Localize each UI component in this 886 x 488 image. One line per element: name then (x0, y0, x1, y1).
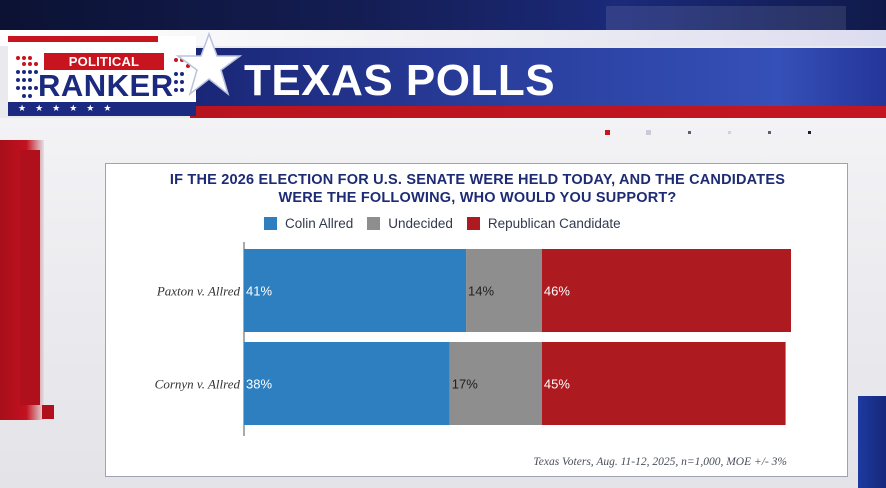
star-icon (176, 32, 242, 97)
bar-segment-undecided (466, 249, 542, 332)
title-banner-red-stripe (190, 106, 886, 118)
data-label-republican: 45% (544, 377, 570, 392)
title-banner (190, 48, 780, 108)
background-strip (0, 30, 886, 46)
data-label-allred: 41% (246, 284, 272, 299)
legend-swatch-republican (466, 216, 480, 230)
legend-label-republican: Republican Candidate (487, 215, 621, 231)
chart-title-line-1: IF THE 2026 ELECTION FOR U.S. SENATE WER… (169, 172, 786, 188)
background-red-accent (42, 405, 54, 419)
title-banner-end (780, 48, 886, 108)
logo-dots-left-icon (16, 56, 38, 98)
background-blue-panel (858, 396, 886, 488)
data-label-allred: 38% (246, 377, 272, 392)
legend-swatch-allred (264, 216, 277, 230)
bar-segment-republican (541, 342, 786, 425)
page-title: TEXAS POLLS (244, 56, 556, 105)
data-label-republican: 46% (544, 284, 570, 299)
background-red-panel-inner (20, 150, 40, 405)
category-label: Cornyn v. Allred (155, 377, 241, 392)
category-label: Paxton v. Allred (156, 284, 241, 299)
stacked-bar-chart: Paxton v. Allred 41% 14% 46% Cornyn v. Allre… (155, 242, 791, 436)
logo-stars-icon: ★★★★★★ (18, 103, 121, 113)
logo-ranker-text: RANKER (38, 68, 174, 103)
data-label-undecided: 17% (452, 377, 478, 392)
legend-item-republican: Republican Candidate (466, 215, 621, 231)
logo-dots-right-icon (174, 58, 190, 92)
decorative-dots-icon (605, 130, 811, 135)
logo-base-bar (8, 102, 196, 116)
source-note: Texas Voters, Aug. 11-12, 2025, n=1,000,… (533, 456, 787, 468)
bar-segment-undecided (449, 342, 542, 425)
legend-label-allred: Colin Allred (285, 215, 354, 231)
legend-item-allred: Colin Allred (264, 216, 353, 231)
legend-label-undecided: Undecided (388, 215, 453, 231)
legend-item-undecided: Undecided (367, 216, 453, 231)
chart-title: IF THE 2026 ELECTION FOR U.S. SENATE WER… (106, 171, 849, 207)
poll-chart-card: IF THE 2026 ELECTION FOR U.S. SENATE WER… (105, 163, 848, 477)
political-power-ranker-logo: POLITICAL POWER RANKER ★★★★★★ (8, 36, 196, 116)
logo-red-stripe (8, 36, 158, 42)
chart-title-line-2: WERE THE FOLLOWING, WHO WOULD YOU SUPPOR… (278, 190, 677, 206)
data-label-undecided: 14% (468, 284, 494, 299)
logo-political-power-text: POLITICAL POWER (44, 53, 164, 86)
bar-segment-republican (541, 249, 791, 332)
chart-legend: Colin Allred Undecided Republican Candid… (264, 215, 635, 231)
bar-segment-allred (244, 342, 450, 425)
bar-segment-allred (244, 249, 467, 332)
legend-swatch-undecided (367, 216, 381, 230)
